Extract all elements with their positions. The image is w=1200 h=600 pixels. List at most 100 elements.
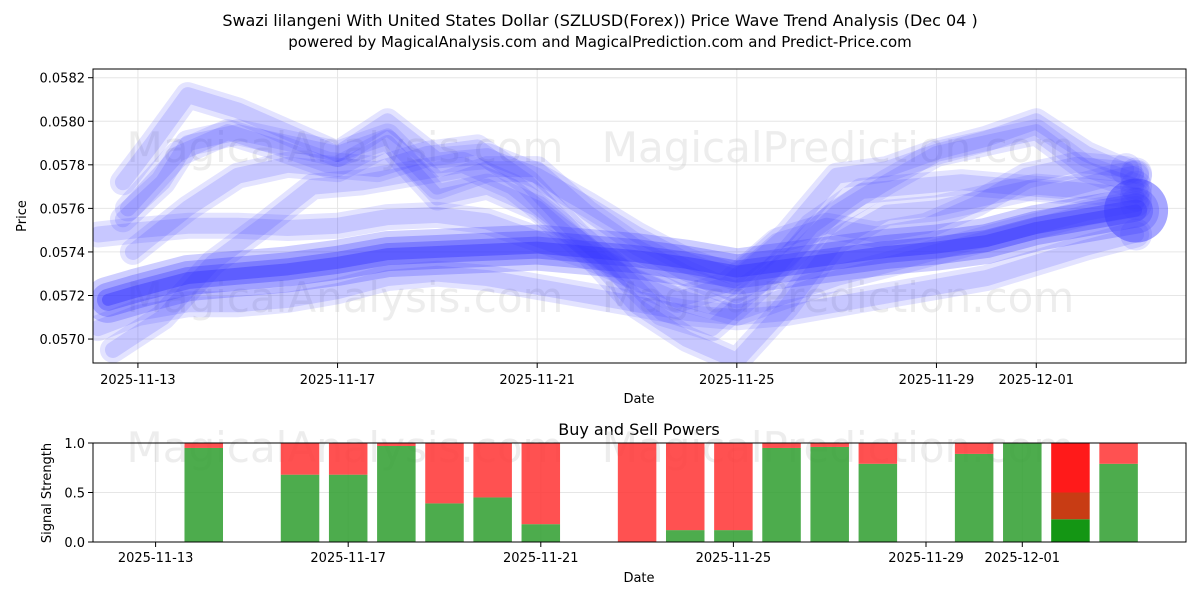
price-x-tick-label: 2025-11-25 xyxy=(699,373,775,388)
wave-end-point-wave-5 xyxy=(1120,170,1153,203)
price-y-tick-label: 0.0580 xyxy=(40,115,86,130)
buy-power-bar xyxy=(1099,463,1138,542)
wave-line-wave-8 xyxy=(119,124,1135,308)
wave-line-wave-8 xyxy=(114,119,1140,313)
buy-power-bar xyxy=(328,474,368,542)
signal-x-tick-label: 2025-11-21 xyxy=(503,551,579,566)
signal-axis-ticks: 2025-11-13 2025-11-17 2025-11-21 2025-11-25… xyxy=(64,437,1060,566)
signal-x-tick-label: 2025-11-25 xyxy=(696,551,772,566)
buy-power-bar xyxy=(521,524,561,542)
sell-power-bar xyxy=(521,443,561,525)
sell-power-bar xyxy=(473,443,512,498)
buy-power-bar xyxy=(377,445,416,542)
wave-line-wave-main xyxy=(93,193,1154,317)
wave-end-point-wave-3 xyxy=(1120,218,1153,251)
price-x-label: Date xyxy=(623,392,654,407)
wave-end-point-wave-7 xyxy=(1120,157,1153,190)
buy-power-bar xyxy=(954,453,994,542)
signal-y-tick-label: 0.5 xyxy=(64,487,85,502)
signal-x-label: Date xyxy=(623,571,654,586)
wave-end-point-wave-2 xyxy=(1120,188,1153,221)
signal-x-tick-label: 2025-11-17 xyxy=(310,551,386,566)
price-axes-frame xyxy=(92,68,1187,364)
price-y-tick-label: 0.0582 xyxy=(40,72,86,87)
price-wave-panel: MagicalAnalysis.com MagicalPrediction.co… xyxy=(15,68,1187,407)
wave-line-wave-2 xyxy=(93,191,1150,326)
price-x-tick-label: 2025-11-13 xyxy=(100,373,176,388)
signal-y-tick-label: 1.0 xyxy=(64,437,85,452)
wave-line-wave-6 xyxy=(124,135,1145,363)
wave-line-wave-main xyxy=(93,187,1160,323)
price-x-tick-label: 2025-12-01 xyxy=(998,373,1074,388)
signal-y-label: Signal Strength xyxy=(40,443,55,543)
wave-end-point-wave-4 xyxy=(1120,159,1153,192)
price-x-tick-label: 2025-11-21 xyxy=(499,373,575,388)
wave-line-wave-5 xyxy=(114,124,1145,304)
wave-line-wave-main xyxy=(96,199,1148,311)
wave-line-wave-4 xyxy=(109,82,1150,292)
buy-power-bar xyxy=(280,474,320,542)
sell-power-bar xyxy=(810,443,849,447)
signal-x-tick-label: 2025-11-29 xyxy=(888,551,964,566)
signal-y-tick-label: 0.0 xyxy=(64,536,85,551)
buy-power-bar xyxy=(714,530,753,542)
buy-power-bar xyxy=(762,447,801,542)
sell-power-bar xyxy=(1051,443,1090,493)
chart-title: Swazi lilangeni With United States Dolla… xyxy=(222,11,977,30)
price-y-tick-label: 0.0572 xyxy=(40,289,86,304)
price-y-tick-label: 0.0574 xyxy=(40,246,86,261)
chart-subtitle: powered by MagicalAnalysis.com and Magic… xyxy=(288,33,912,51)
buy-power-bar xyxy=(665,530,705,542)
sell-power-bar xyxy=(954,443,994,454)
price-grid xyxy=(93,69,1186,363)
wave-line-wave-7 xyxy=(99,151,1150,363)
buy-power-bar xyxy=(473,497,512,542)
mixed-power-bar xyxy=(1051,492,1090,520)
signal-bars-group xyxy=(184,443,1138,542)
buy-sell-panel: Buy and Sell Powers MagicalAnalysis.com … xyxy=(40,420,1187,586)
signal-x-tick-label: 2025-12-01 xyxy=(985,551,1061,566)
price-y-tick-label: 0.0578 xyxy=(40,159,86,174)
buy-power-bar xyxy=(858,463,898,542)
watermark-analysis-mid: MagicalAnalysis.com xyxy=(127,273,564,322)
signal-x-tick-label: 2025-11-13 xyxy=(118,551,194,566)
wave-line-wave-3 xyxy=(93,226,1145,337)
buy-power-bar xyxy=(1051,519,1090,542)
buy-power-bar xyxy=(425,503,464,542)
sell-power-bar xyxy=(1099,443,1138,464)
buy-sell-title: Buy and Sell Powers xyxy=(558,420,720,439)
sell-power-bar xyxy=(714,443,753,531)
buy-power-bar xyxy=(810,446,849,542)
wave-line-wave-6 xyxy=(119,130,1150,363)
wave-line-wave-7 xyxy=(104,156,1145,358)
sell-power-bar xyxy=(328,443,368,475)
sell-power-bar xyxy=(280,443,320,475)
wave-line-wave-5 xyxy=(109,119,1150,309)
watermark-analysis-top: MagicalAnalysis.com xyxy=(127,123,564,172)
price-y-label: Price xyxy=(15,200,30,232)
buy-power-bar xyxy=(184,447,224,542)
sell-power-bar xyxy=(665,443,705,531)
wave-end-point-wave-6 xyxy=(1120,179,1153,212)
wave-end-point-wave-8 xyxy=(1110,153,1143,186)
sell-power-bar xyxy=(617,443,657,542)
watermark-prediction-mid: MagicalPrediction.com xyxy=(602,273,1075,322)
wave-end-point-wave-main xyxy=(1104,178,1169,243)
price-y-tick-label: 0.0576 xyxy=(40,202,86,217)
sell-power-bar xyxy=(762,443,801,448)
watermark-prediction-top: MagicalPrediction.com xyxy=(602,123,1075,172)
sell-power-bar xyxy=(858,443,898,464)
price-x-tick-label: 2025-11-17 xyxy=(300,373,376,388)
wave-line-wave-4 xyxy=(114,87,1145,287)
wave-line-wave-main xyxy=(101,204,1143,306)
price-axis-ticks: 2025-11-13 2025-11-17 2025-11-21 2025-11-25… xyxy=(40,72,1075,388)
price-x-tick-label: 2025-11-29 xyxy=(899,373,975,388)
wave-line-wave-2 xyxy=(93,196,1145,321)
wave-series-group xyxy=(93,82,1169,363)
price-y-tick-label: 0.0570 xyxy=(40,333,86,348)
sell-power-bar xyxy=(377,443,416,446)
signal-axes-frame xyxy=(92,442,1187,543)
sell-power-bar xyxy=(425,443,464,504)
wave-line-wave-3 xyxy=(93,221,1150,342)
